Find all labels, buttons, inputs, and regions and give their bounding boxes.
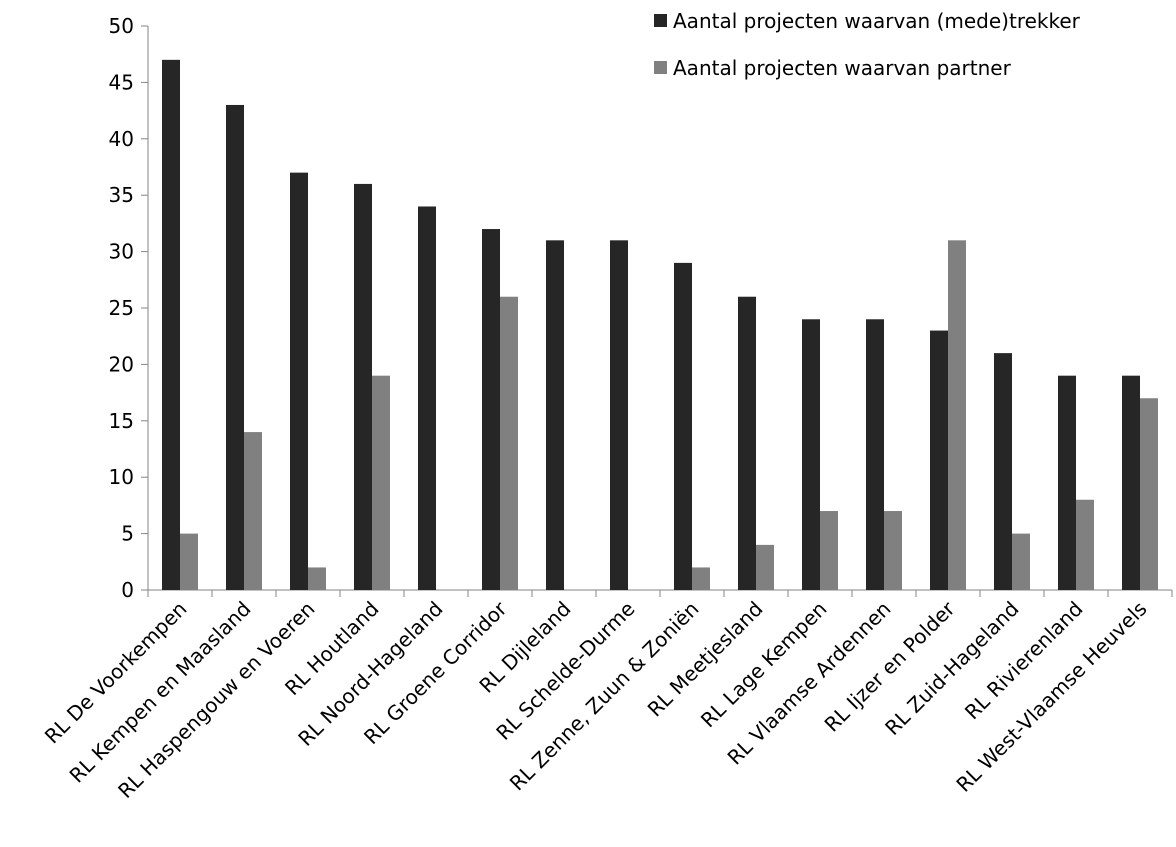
y-tick-label: 50 <box>109 14 134 38</box>
bar-trekker <box>802 319 820 590</box>
bar-partner <box>500 296 518 590</box>
legend-swatch-trekker <box>654 14 667 27</box>
legend-label-partner: Aantal projecten waarvan partner <box>673 56 1012 80</box>
x-category-label: RL Meetjesland <box>643 597 768 722</box>
legend: Aantal projecten waarvan (mede)trekker A… <box>654 9 1081 80</box>
bar-trekker <box>1058 375 1076 590</box>
bar-trekker <box>866 319 884 590</box>
bar-trekker <box>1122 375 1140 590</box>
bar-trekker <box>482 229 500 591</box>
bar-trekker <box>226 104 244 591</box>
y-tick-label: 40 <box>109 127 134 151</box>
y-tick-label: 5 <box>121 522 134 546</box>
legend-swatch-partner <box>654 61 667 74</box>
y-tick-label: 10 <box>109 465 134 489</box>
bar-trekker <box>162 59 180 590</box>
y-tick-label: 30 <box>109 240 134 264</box>
bar-trekker <box>418 206 436 591</box>
legend-label-trekker: Aantal projecten waarvan (mede)trekker <box>673 9 1081 33</box>
bar-partner <box>692 567 710 590</box>
bar-trekker <box>546 240 564 590</box>
y-tick-label: 0 <box>121 578 134 602</box>
x-category-label: RL Rivierenland <box>960 597 1088 725</box>
y-tick-label: 45 <box>109 70 134 94</box>
y-tick-label: 25 <box>109 296 134 320</box>
bar-trekker <box>994 353 1012 590</box>
bar-trekker <box>290 172 308 590</box>
bar-trekker <box>610 240 628 590</box>
bar-partner <box>884 511 902 590</box>
bars <box>162 59 1158 591</box>
y-tick-label: 15 <box>109 409 134 433</box>
bar-trekker <box>930 330 948 590</box>
bar-trekker <box>674 262 692 590</box>
bar-partner <box>244 432 262 590</box>
bar-partner <box>372 375 390 590</box>
y-tick-label: 20 <box>109 352 134 376</box>
y-tick-label: 35 <box>109 183 134 207</box>
bar-trekker <box>738 296 756 590</box>
y-axis: 0 5 10 15 20 25 30 35 40 45 50 <box>109 14 149 602</box>
bar-partner <box>948 240 966 590</box>
bar-partner <box>756 544 774 590</box>
bar-partner <box>1012 533 1030 590</box>
x-axis <box>147 589 1173 597</box>
bar-partner <box>308 567 326 590</box>
bar-partner <box>1076 499 1094 590</box>
bar-partner <box>1140 398 1158 590</box>
bar-partner <box>820 511 838 590</box>
bar-trekker <box>354 183 372 591</box>
bar-partner <box>180 533 198 590</box>
